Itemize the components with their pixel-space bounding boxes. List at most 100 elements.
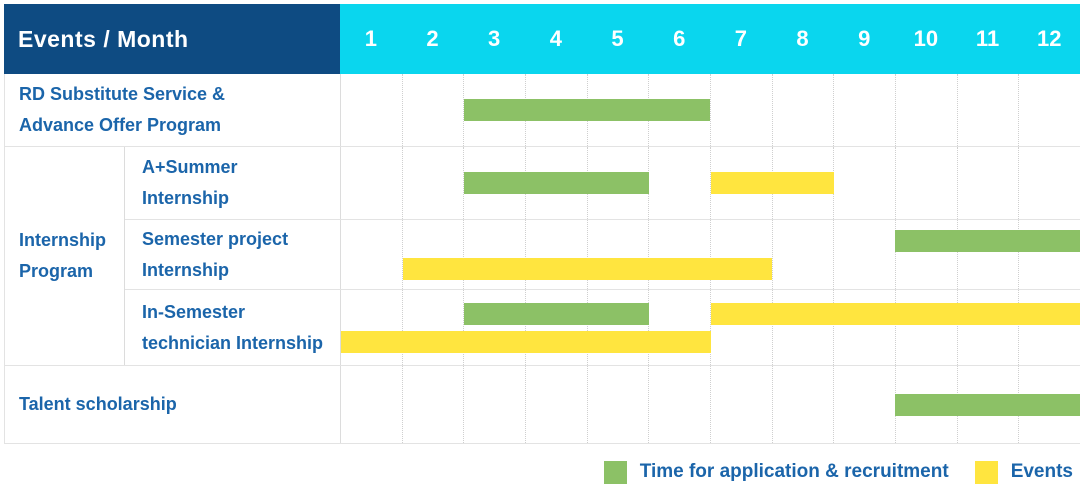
month-header-cell: 4	[549, 26, 562, 51]
application-recruitment-bar	[464, 172, 649, 194]
month-grid-cell	[771, 220, 834, 289]
month-grid-cell	[401, 366, 464, 443]
row-label-in-semester-technician: In-Semester technician Internship	[125, 290, 341, 365]
application-recruitment-bar	[464, 302, 649, 325]
month-grid-cell	[525, 290, 587, 365]
month-header-cell: 1	[364, 26, 377, 51]
month-grid-cell	[1018, 220, 1080, 289]
month-grid-cell	[648, 366, 710, 443]
table-row-in-semester-technician: In-Semester technician Internship	[125, 289, 1080, 365]
legend-item-application-recruitment: Time for application & recruitment	[603, 460, 949, 484]
month-grid-cell	[710, 220, 772, 289]
month-grid-cell	[463, 366, 525, 443]
row-label-talent-scholarship: Talent scholarship	[5, 366, 341, 443]
legend-label: Time for application & recruitment	[639, 461, 949, 482]
gantt-track	[341, 290, 1080, 365]
month-grid-cell	[401, 74, 464, 146]
application-recruitment-bar	[895, 229, 1080, 252]
month-grid-cell	[956, 220, 1019, 289]
month-grid-cell	[710, 290, 772, 365]
month-header-cell: 3	[488, 26, 501, 51]
table-row-talent-scholarship: Talent scholarship	[5, 365, 1080, 443]
legend-swatch-green	[603, 460, 627, 484]
events-bar	[710, 302, 1080, 325]
month-grid-cell	[895, 147, 957, 219]
month-grid-cell	[1018, 74, 1080, 146]
table-row-rd-substitute: RD Substitute Service & Advance Offer Pr…	[5, 74, 1080, 146]
legend-item-events: Events	[974, 460, 1073, 484]
table-header-row: Events / Month 1 2 3 4 5 6 7 8 9 10 11 1…	[4, 4, 1080, 74]
events-bar	[341, 330, 711, 353]
group-label-line: Program	[19, 261, 94, 281]
month-grid-cell	[710, 366, 772, 443]
month-header-cell: 10	[913, 26, 939, 51]
row-label-line: In-Semester	[142, 301, 246, 322]
legend-label: Events	[1010, 461, 1073, 482]
table-row-semester-project: Semester project Internship	[125, 219, 1080, 289]
gantt-track	[341, 147, 1080, 219]
month-grid-cell	[833, 147, 895, 219]
month-grid-cell	[771, 74, 834, 146]
month-grid-cell	[525, 220, 587, 289]
month-grid-cell	[956, 74, 1019, 146]
month-grid-cell	[771, 290, 834, 365]
month-grid-cell	[1018, 290, 1080, 365]
month-grid-cell	[771, 366, 834, 443]
month-grid-cell	[833, 74, 895, 146]
gantt-track	[341, 74, 1080, 146]
row-label-line: Internship	[142, 188, 230, 208]
month-grid-cell	[401, 220, 464, 289]
row-label-line: Semester project	[142, 228, 289, 249]
month-grid-cell	[648, 290, 710, 365]
row-label-line: technician Internship	[142, 332, 324, 353]
row-label-semester-project: Semester project Internship	[125, 220, 341, 289]
month-grid-cell	[463, 74, 525, 146]
month-grid-cell	[648, 220, 710, 289]
month-grid-cell	[833, 220, 895, 289]
month-grid-cell	[895, 220, 957, 289]
month-grid-cell	[833, 366, 895, 443]
month-header-cell: 5	[611, 26, 624, 51]
row-label-rd-substitute: RD Substitute Service & Advance Offer Pr…	[5, 74, 341, 146]
month-grid-cell	[895, 74, 957, 146]
month-header-cell: 8	[796, 26, 809, 51]
events-month-label: Events / Month	[18, 25, 189, 52]
month-header-cell: 7	[734, 26, 747, 51]
gantt-track	[341, 220, 1080, 289]
month-grid	[341, 220, 1080, 289]
row-label-line: Internship	[142, 259, 230, 280]
events-month-header-cell: Events / Month	[4, 4, 340, 74]
month-grid-cell	[463, 290, 525, 365]
month-grid-cell	[586, 366, 649, 443]
month-header-cell: 2	[426, 26, 439, 51]
row-label-line: A+Summer	[142, 157, 238, 177]
month-grid-cell	[710, 74, 772, 146]
month-header-strip: 1 2 3 4 5 6 7 8 9 10 11 12	[340, 4, 1080, 74]
month-grid-cell	[586, 220, 649, 289]
application-recruitment-bar	[464, 99, 711, 121]
legend: Time for application & recruitment Event…	[0, 450, 1080, 494]
row-label-line: RD Substitute Service &	[19, 84, 226, 104]
table-group-internship-program: Internship Program A+Summer Internship	[5, 146, 1080, 365]
month-header-cell: 11	[975, 26, 1000, 51]
month-header-cell: 9	[858, 26, 871, 51]
month-grid-cell	[895, 290, 957, 365]
month-header-cell: 6	[673, 26, 686, 51]
events-bar	[710, 172, 834, 194]
month-grid-cell	[586, 290, 649, 365]
legend-swatch-yellow	[974, 460, 998, 484]
events-month-table: Events / Month 1 2 3 4 5 6 7 8 9 10 11 1…	[4, 4, 1080, 444]
month-header-cell: 12	[1036, 26, 1062, 51]
month-grid-cell	[401, 147, 464, 219]
group-label-line: Internship	[19, 230, 107, 250]
table-row-a-plus-summer: A+Summer Internship	[125, 147, 1080, 219]
month-grid-cell	[525, 366, 587, 443]
month-grid-cell	[401, 290, 464, 365]
table-body: RD Substitute Service & Advance Offer Pr…	[4, 74, 1080, 444]
month-grid-cell	[956, 147, 1019, 219]
month-grid-cell	[833, 290, 895, 365]
row-label-line: Talent scholarship	[19, 394, 177, 414]
month-grid-cell	[1018, 147, 1080, 219]
events-bar	[402, 257, 773, 280]
